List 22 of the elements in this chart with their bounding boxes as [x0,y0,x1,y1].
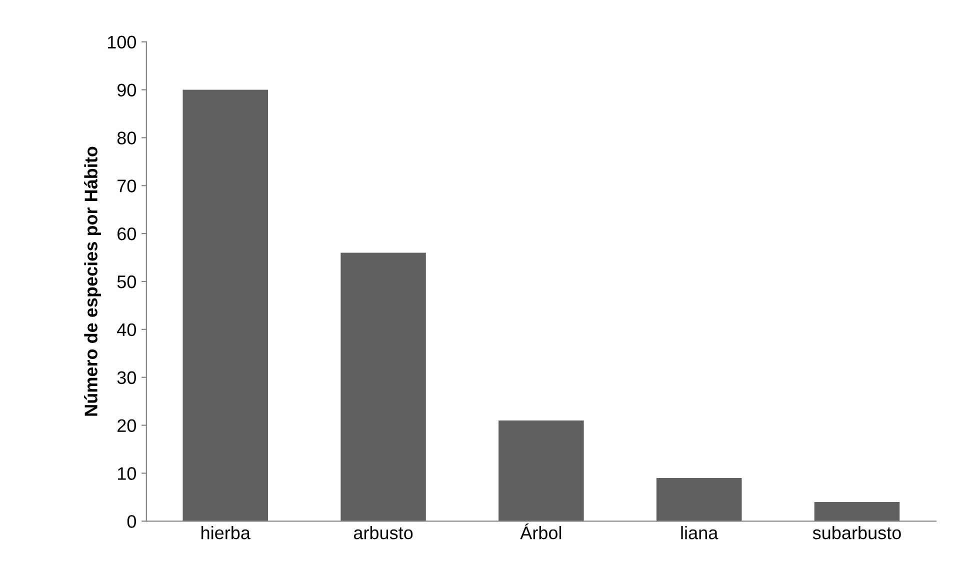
y-tick-label: 80 [117,132,136,144]
y-tick-label: 40 [117,323,136,336]
x-tick-label: Árbol [520,523,562,540]
y-tick-label: 70 [118,180,136,192]
x-tick-label: hierba [202,526,250,540]
y-tick-label: 90 [117,84,136,96]
y-tick-label: 60 [118,227,136,240]
y-tick-label: 100 [108,36,136,49]
bar [498,420,584,522]
y-axis-title: Número de especies por Hábito [84,146,102,416]
bar [340,252,426,522]
x-tick-label: subarbusto [812,526,901,540]
bar [656,478,742,522]
bar [814,502,900,522]
bar [182,90,268,522]
y-tick-label: 20 [118,419,136,432]
y-tick-label: 50 [117,275,136,288]
x-tick-label: arbusto [354,526,413,540]
y-tick-label: 30 [117,371,136,384]
y-tick-label: 0 [127,515,136,528]
y-tick-label: 10 [118,467,136,480]
x-tick-label: liana [681,526,718,540]
